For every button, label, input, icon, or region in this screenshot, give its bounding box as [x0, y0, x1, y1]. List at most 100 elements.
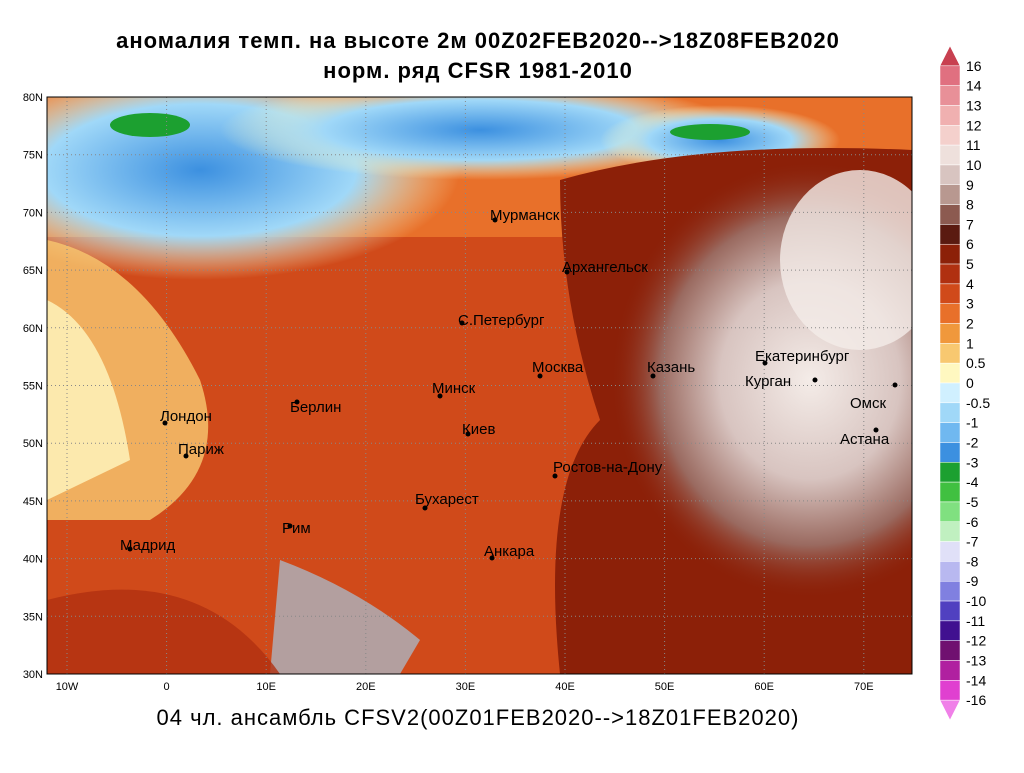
colorbar-box — [939, 382, 961, 404]
colorbar-label: 14 — [966, 78, 982, 94]
colorbar-label: -8 — [966, 553, 979, 569]
colorbar-label: -3 — [966, 454, 979, 470]
colorbar-box — [939, 65, 961, 86]
lon-label: 30E — [456, 681, 476, 693]
city-label: Архангельск — [562, 259, 648, 276]
map-field — [47, 97, 912, 674]
colorbar-label: -16 — [966, 692, 986, 708]
city-dots — [127, 217, 898, 561]
colorbar-label: -11 — [966, 613, 985, 629]
lon-label: 50E — [655, 681, 675, 693]
city-label: Астана — [840, 431, 890, 448]
lat-label: 75N — [23, 150, 43, 162]
colorbar-box — [939, 541, 961, 562]
city-label: Ростов-на-Дону — [553, 459, 663, 476]
colorbar-box — [939, 85, 961, 106]
city-label: Берлин — [290, 399, 341, 416]
city-label: Казань — [647, 359, 695, 376]
colorbar-label: -10 — [966, 593, 986, 609]
colorbar-label: 4 — [966, 276, 974, 292]
colorbar-label: -14 — [966, 672, 986, 688]
colorbar-label: 0 — [966, 375, 974, 391]
city-labels: Мурманск Архангельск С.Петербург Москва … — [120, 207, 890, 560]
lon-label: 60E — [754, 681, 774, 693]
city-label: Рим — [282, 520, 311, 537]
colorbar-label: 1 — [966, 335, 974, 351]
colorbar-box — [939, 422, 961, 443]
colorbar: 16 14 13 12 11 10 9 8 7 6 5 4 3 2 1 0.5 0 -0.5 -1 -2 -3 -4 -5 -… — [939, 45, 990, 721]
colorbar-box — [939, 303, 961, 324]
city-label: Минск — [432, 380, 476, 397]
colorbar-box — [939, 362, 961, 384]
city-label: Мурманск — [490, 207, 560, 224]
colorbar-box — [939, 462, 961, 483]
colorbar-box — [939, 105, 961, 126]
colorbar-box — [939, 224, 961, 245]
city-label: Бухарест — [415, 491, 479, 508]
colorbar-box — [939, 125, 961, 146]
city-label: Омск — [850, 395, 886, 412]
title-line: аномалия темп. на высоте 2м 00Z02FEB2020… — [116, 28, 840, 53]
colorbar-label: -9 — [966, 573, 979, 589]
colorbar-box — [939, 501, 961, 523]
colorbar-box — [939, 184, 961, 205]
colorbar-box — [939, 204, 961, 225]
axis-labels: 80N 75N 70N 65N 60N 55N 50N 45N 40N 35N 30N 10W 0 10E… — [23, 92, 874, 693]
colorbar-box — [939, 600, 961, 622]
colorbar-label: -5 — [966, 494, 979, 510]
colorbar-label: -0.5 — [966, 395, 990, 411]
lon-label: 0 — [164, 681, 170, 693]
lon-label: 70E — [854, 681, 874, 693]
colorbar-box — [939, 45, 961, 67]
lat-label: 80N — [23, 92, 43, 104]
colorbar-box — [939, 442, 961, 463]
lat-label: 35N — [23, 611, 43, 623]
colorbar-label: -4 — [966, 474, 979, 490]
colorbar-label: 3 — [966, 296, 974, 312]
colorbar-label: -13 — [966, 653, 986, 669]
colorbar-label: 10 — [966, 157, 982, 173]
colorbar-label: 12 — [966, 117, 982, 133]
lat-label: 40N — [23, 554, 43, 566]
lon-label: 20E — [356, 681, 376, 693]
colorbar-box — [939, 660, 961, 681]
colorbar-box — [939, 580, 961, 602]
colorbar-box — [939, 402, 961, 423]
graticule — [47, 97, 912, 674]
city-label: Курган — [745, 373, 791, 390]
colorbar-box — [939, 640, 961, 661]
footer: 04 чл. ансамбль CFSV2(00Z01FEB2020-->18Z… — [157, 705, 800, 730]
city-label: С.Петербург — [458, 312, 545, 329]
colorbar-label: -2 — [966, 434, 979, 450]
colorbar-label: 13 — [966, 97, 982, 113]
city-label: Лондон — [160, 408, 212, 425]
colorbar-label: 6 — [966, 236, 974, 252]
colorbar-box — [939, 323, 961, 344]
colorbar-box — [939, 521, 961, 542]
city-label: Екатеринбург — [755, 348, 850, 365]
colorbar-label: 0.5 — [966, 355, 986, 371]
lat-label: 60N — [23, 323, 43, 335]
colorbar-box — [939, 343, 961, 364]
title-line: норм. ряд CFSR 1981-2010 — [323, 58, 633, 83]
lat-label: 70N — [23, 207, 43, 219]
colorbar-label: 2 — [966, 316, 974, 332]
colorbar-box — [939, 144, 961, 166]
colorbar-label: 5 — [966, 256, 974, 272]
lon-label: 40E — [555, 681, 575, 693]
colorbar-box — [939, 699, 961, 721]
colorbar-label: 11 — [966, 137, 981, 153]
colorbar-label: -1 — [966, 415, 979, 431]
colorbar-box — [939, 243, 961, 265]
city-label: Анкара — [484, 543, 535, 560]
colorbar-box — [939, 620, 961, 641]
city-label: Париж — [178, 441, 224, 458]
lat-label: 45N — [23, 496, 43, 508]
city-label: Киев — [462, 421, 495, 438]
map-frame — [46, 96, 913, 675]
colorbar-box — [939, 561, 961, 582]
lon-label: 10W — [56, 681, 79, 693]
colorbar-label: -7 — [966, 534, 979, 550]
colorbar-box — [939, 481, 961, 503]
